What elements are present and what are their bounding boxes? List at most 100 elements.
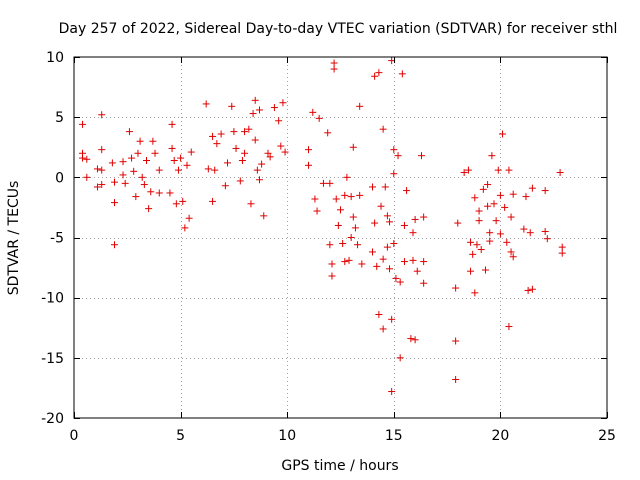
y-axis-label: SDTVAR / TECUs (6, 181, 22, 296)
data-point (155, 166, 163, 174)
y-tick-label: 0 (55, 170, 64, 186)
x-tick-label: 20 (491, 428, 509, 444)
data-point (509, 253, 517, 261)
data-point (168, 144, 176, 152)
data-point (181, 224, 189, 232)
data-point (132, 193, 140, 201)
x-tick-label: 10 (278, 428, 296, 444)
data-point (358, 260, 366, 268)
data-point (145, 205, 153, 213)
y-tick-label: 5 (55, 110, 64, 126)
data-point (183, 161, 191, 169)
data-point (418, 152, 426, 160)
plot-frame (73, 56, 608, 419)
data-point (166, 189, 174, 197)
data-point (258, 160, 266, 168)
data-point (356, 102, 364, 110)
data-point (204, 165, 212, 173)
data-point (524, 286, 532, 294)
data-point (83, 155, 91, 163)
data-point (179, 197, 187, 205)
data-point (255, 106, 263, 114)
x-tick-label: 0 (70, 428, 79, 444)
data-point (377, 202, 385, 210)
data-point (270, 104, 278, 112)
x-tick-label: 5 (176, 428, 185, 444)
data-point (174, 166, 182, 174)
data-point (507, 248, 515, 256)
data-point (121, 179, 129, 187)
data-point (251, 96, 259, 104)
chart-title: Day 257 of 2022, Sidereal Day-to-day VTE… (59, 21, 618, 37)
x-axis-label: GPS time / hours (281, 458, 398, 474)
data-point (386, 265, 394, 273)
data-point (467, 238, 475, 246)
data-point (98, 181, 106, 189)
data-point (347, 193, 355, 201)
data-point (111, 199, 119, 207)
data-point (528, 285, 536, 293)
data-point (345, 256, 353, 264)
data-point (503, 238, 511, 246)
data-point (151, 149, 159, 157)
data-point (543, 235, 551, 243)
data-point (403, 187, 411, 195)
data-point (379, 325, 387, 333)
data-point (420, 258, 428, 266)
y-tick-label: -20 (41, 411, 64, 427)
data-point (396, 278, 404, 286)
data-point (490, 200, 498, 208)
y-tick-label: -5 (50, 231, 64, 247)
data-point (351, 224, 359, 232)
data-point (255, 176, 263, 184)
data-point (460, 169, 468, 177)
data-point (138, 173, 146, 181)
data-point (264, 149, 272, 157)
data-point (499, 130, 507, 138)
data-point (305, 161, 313, 169)
data-point (371, 219, 379, 227)
data-point (119, 171, 127, 179)
data-point (379, 255, 387, 263)
data-point (375, 69, 383, 77)
data-point (368, 248, 376, 256)
data-point (486, 229, 494, 237)
data-point (411, 336, 419, 344)
data-point (328, 272, 336, 280)
data-point (475, 207, 483, 215)
data-point (356, 191, 364, 199)
data-point (528, 184, 536, 192)
data-point (185, 214, 193, 222)
data-point (213, 140, 221, 148)
data-point (328, 260, 336, 268)
data-point (277, 142, 285, 150)
data-point (83, 173, 91, 181)
data-point (324, 129, 332, 137)
data-point (334, 221, 342, 229)
data-point (260, 212, 268, 220)
data-point (168, 120, 176, 128)
data-point (383, 243, 391, 251)
data-point (381, 183, 389, 191)
data-point (484, 181, 492, 189)
data-point (79, 154, 87, 162)
data-point (471, 194, 479, 202)
data-point (251, 136, 259, 144)
data-point (281, 148, 289, 156)
data-point (479, 185, 487, 193)
data-point (211, 166, 219, 174)
data-point (326, 241, 334, 249)
data-point (467, 267, 475, 275)
data-point (526, 229, 534, 237)
data-point (147, 188, 155, 196)
data-point (128, 154, 136, 162)
data-point (266, 153, 274, 161)
data-point (136, 137, 144, 145)
data-point (386, 218, 394, 226)
data-point (505, 166, 513, 174)
data-point (541, 187, 549, 195)
data-point (541, 227, 549, 235)
data-point (221, 182, 229, 190)
data-point (125, 128, 133, 136)
data-point (349, 143, 357, 151)
